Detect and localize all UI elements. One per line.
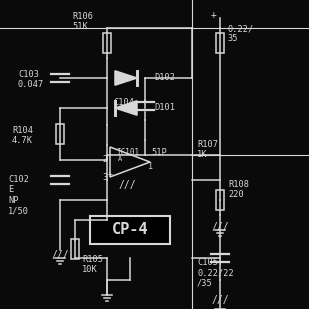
Text: C102
E
NP
1/50: C102 E NP 1/50 bbox=[8, 175, 29, 215]
Polygon shape bbox=[115, 101, 137, 115]
Bar bbox=[216, 190, 224, 210]
Text: R107
1K: R107 1K bbox=[197, 140, 218, 159]
Text: D101: D101 bbox=[154, 103, 175, 112]
Bar bbox=[216, 33, 224, 53]
Text: ///: /// bbox=[51, 250, 69, 260]
Text: 0.22/
35: 0.22/ 35 bbox=[227, 24, 253, 43]
Text: D102: D102 bbox=[154, 73, 175, 82]
Text: R108
220: R108 220 bbox=[228, 180, 249, 199]
Text: ///: /// bbox=[118, 180, 136, 190]
Text: 2: 2 bbox=[102, 155, 107, 164]
Text: 3: 3 bbox=[102, 173, 107, 182]
Text: 1: 1 bbox=[148, 162, 153, 171]
Text: +: + bbox=[108, 170, 113, 179]
Text: C103
0.047: C103 0.047 bbox=[18, 70, 44, 89]
Bar bbox=[56, 124, 64, 144]
Bar bbox=[71, 239, 79, 259]
Bar bbox=[103, 33, 111, 53]
Text: ///: /// bbox=[211, 222, 229, 232]
Text: CP-4: CP-4 bbox=[112, 222, 148, 238]
Text: 51P: 51P bbox=[151, 148, 167, 157]
Text: +: + bbox=[211, 10, 217, 20]
Polygon shape bbox=[115, 71, 137, 85]
Text: C104: C104 bbox=[113, 98, 134, 107]
Text: R106
51K: R106 51K bbox=[72, 12, 93, 32]
Text: ///: /// bbox=[211, 295, 229, 305]
Text: R105
10K: R105 10K bbox=[82, 255, 103, 274]
Text: IC101: IC101 bbox=[116, 148, 139, 157]
Text: A: A bbox=[118, 156, 122, 162]
Text: C105+
0.22/22
/35: C105+ 0.22/22 /35 bbox=[197, 258, 234, 288]
Text: R104
4.7K: R104 4.7K bbox=[12, 126, 33, 146]
Bar bbox=[90, 216, 170, 244]
